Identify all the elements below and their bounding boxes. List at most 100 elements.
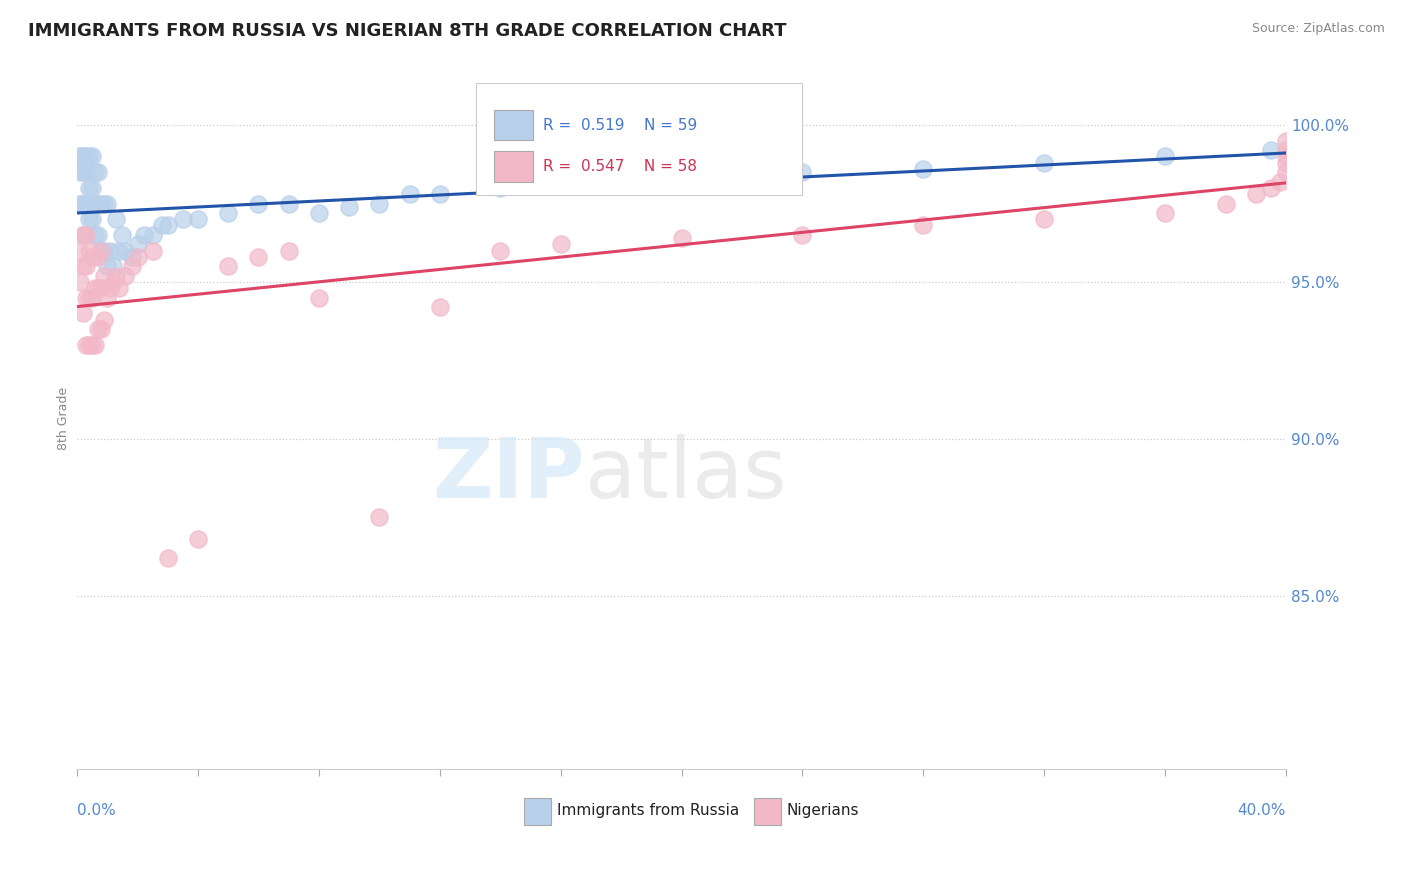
- Point: [77, 149, 100, 163]
- Point: [82, 338, 104, 352]
- Point: [75, 227, 97, 242]
- Point: [77, 291, 100, 305]
- Point: [90, 196, 112, 211]
- Point: [187, 212, 209, 227]
- Point: [114, 268, 136, 283]
- Point: [93, 268, 115, 283]
- Point: [72, 227, 94, 242]
- Point: [277, 244, 299, 258]
- Point: [489, 244, 512, 258]
- Point: [77, 244, 100, 258]
- Point: [1275, 134, 1298, 148]
- Point: [82, 181, 104, 195]
- Point: [1154, 149, 1177, 163]
- Point: [75, 165, 97, 179]
- Point: [98, 281, 121, 295]
- Point: [77, 181, 100, 195]
- Text: Immigrants from Russia: Immigrants from Russia: [557, 803, 740, 818]
- Point: [75, 149, 97, 163]
- Point: [132, 227, 155, 242]
- Point: [82, 250, 104, 264]
- Point: [87, 281, 110, 295]
- Point: [217, 260, 239, 274]
- FancyBboxPatch shape: [477, 83, 803, 194]
- Point: [77, 338, 100, 352]
- Point: [912, 161, 935, 176]
- Point: [105, 212, 128, 227]
- Point: [187, 533, 209, 547]
- Point: [93, 312, 115, 326]
- Point: [77, 212, 100, 227]
- Point: [84, 227, 107, 242]
- Point: [121, 250, 143, 264]
- Point: [90, 322, 112, 336]
- Text: R =  0.547    N = 58: R = 0.547 N = 58: [543, 159, 696, 174]
- Point: [72, 196, 94, 211]
- Point: [671, 231, 693, 245]
- Y-axis label: 8th Grade: 8th Grade: [58, 387, 70, 450]
- Point: [72, 149, 94, 163]
- Bar: [494, 110, 533, 140]
- Point: [150, 219, 173, 233]
- Point: [82, 149, 104, 163]
- Point: [247, 196, 270, 211]
- Point: [610, 175, 633, 189]
- Point: [69, 275, 91, 289]
- Point: [429, 300, 451, 314]
- Point: [84, 196, 107, 211]
- Text: Source: ZipAtlas.com: Source: ZipAtlas.com: [1251, 22, 1385, 36]
- Point: [69, 149, 91, 163]
- Point: [247, 250, 270, 264]
- Point: [1033, 212, 1056, 227]
- Point: [1215, 196, 1237, 211]
- Bar: [524, 798, 551, 824]
- Point: [93, 196, 115, 211]
- Point: [121, 260, 143, 274]
- Point: [72, 306, 94, 320]
- Point: [75, 196, 97, 211]
- Point: [108, 244, 131, 258]
- Point: [1260, 143, 1282, 157]
- Point: [142, 227, 165, 242]
- Point: [75, 338, 97, 352]
- Point: [308, 291, 330, 305]
- Point: [75, 260, 97, 274]
- Bar: [754, 798, 780, 824]
- Point: [1275, 143, 1298, 157]
- Point: [308, 206, 330, 220]
- Point: [127, 250, 149, 264]
- Point: [429, 187, 451, 202]
- Point: [87, 196, 110, 211]
- Point: [87, 250, 110, 264]
- Point: [1275, 165, 1298, 179]
- Text: ZIP: ZIP: [432, 434, 585, 515]
- Text: atlas: atlas: [585, 434, 786, 515]
- Point: [103, 275, 125, 289]
- Point: [87, 322, 110, 336]
- Point: [98, 244, 121, 258]
- Point: [217, 206, 239, 220]
- Point: [90, 244, 112, 258]
- Point: [96, 260, 118, 274]
- Point: [127, 237, 149, 252]
- Point: [368, 510, 391, 524]
- Point: [156, 219, 179, 233]
- Point: [156, 551, 179, 566]
- Point: [103, 260, 125, 274]
- Point: [72, 165, 94, 179]
- Point: [108, 281, 131, 295]
- Point: [1154, 206, 1177, 220]
- Point: [82, 212, 104, 227]
- Point: [792, 227, 814, 242]
- Point: [82, 291, 104, 305]
- Text: 0.0%: 0.0%: [77, 804, 115, 818]
- Point: [72, 227, 94, 242]
- Text: 40.0%: 40.0%: [1237, 804, 1286, 818]
- Point: [1244, 187, 1267, 202]
- Point: [84, 338, 107, 352]
- Point: [912, 219, 935, 233]
- Point: [96, 291, 118, 305]
- Point: [1275, 149, 1298, 163]
- Point: [96, 196, 118, 211]
- Point: [84, 165, 107, 179]
